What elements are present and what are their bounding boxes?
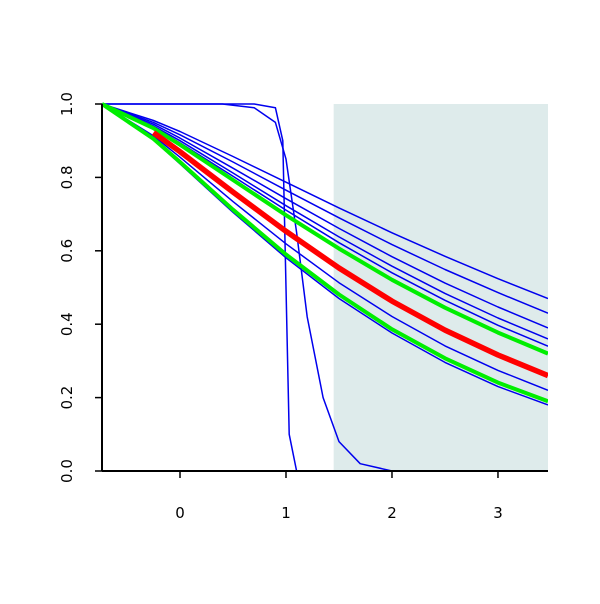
curve	[102, 103, 548, 329]
curve	[102, 103, 548, 340]
y-tick-label: 0.4	[58, 312, 76, 336]
curve	[102, 103, 548, 300]
curve	[151, 130, 548, 379]
x-tick-label: 1	[281, 504, 291, 522]
x-tick-label: 0	[175, 504, 185, 522]
y-tick-label: 0.6	[58, 239, 76, 263]
lines	[102, 102, 548, 471]
x-tick-label: 3	[493, 504, 503, 522]
y-tick-label: 1.0	[58, 92, 76, 116]
y-tick-label: 0.0	[58, 459, 76, 483]
curve	[102, 102, 548, 404]
curve	[102, 102, 548, 356]
x-tick-label: 2	[387, 504, 397, 522]
y-tick-label: 0.2	[58, 386, 76, 410]
curve	[102, 103, 548, 471]
curve	[102, 103, 548, 391]
curve	[102, 103, 548, 314]
y-tick-label: 0.8	[58, 165, 76, 189]
